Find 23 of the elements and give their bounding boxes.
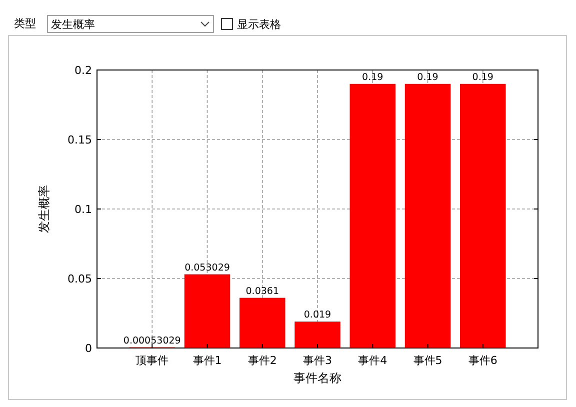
x-tick-label: 顶事件 xyxy=(136,354,169,367)
y-tick-label: 0.1 xyxy=(74,203,92,216)
y-tick-label: 0.2 xyxy=(74,64,92,77)
x-tick-label: 事件6 xyxy=(468,354,498,367)
x-tick-label: 事件4 xyxy=(358,354,388,367)
data-label: 0.19 xyxy=(417,72,438,83)
data-label: 0.19 xyxy=(472,72,494,83)
y-axis-title: 发生概率 xyxy=(37,185,51,233)
y-tick-label: 0 xyxy=(85,342,92,355)
data-label: 0.00053029 xyxy=(123,335,181,346)
y-tick-label: 0.05 xyxy=(68,272,92,286)
x-tick-label: 事件3 xyxy=(303,354,332,367)
data-label: 0.19 xyxy=(362,72,384,83)
plot: 0.00053029 0.053029 0.0361 0.019 0.19 0.19 0.19 0 0.05 0.1 0.15 0.2 顶事件 事件1 事件2 事件3 事件4 事件5 事件6 xyxy=(68,64,538,367)
controls: 类型 发生概率 显示表格 xyxy=(14,15,281,33)
data-label: 0.0361 xyxy=(246,286,279,297)
x-tick-label: 事件2 xyxy=(248,354,277,367)
x-tick-label: 事件5 xyxy=(413,354,442,367)
x-axis-title: 事件名称 xyxy=(294,371,342,385)
data-label: 0.019 xyxy=(304,310,332,321)
data-label: 0.053029 xyxy=(184,262,230,274)
x-tick-label: 事件1 xyxy=(192,354,222,367)
y-tick-label: 0.15 xyxy=(68,134,92,146)
